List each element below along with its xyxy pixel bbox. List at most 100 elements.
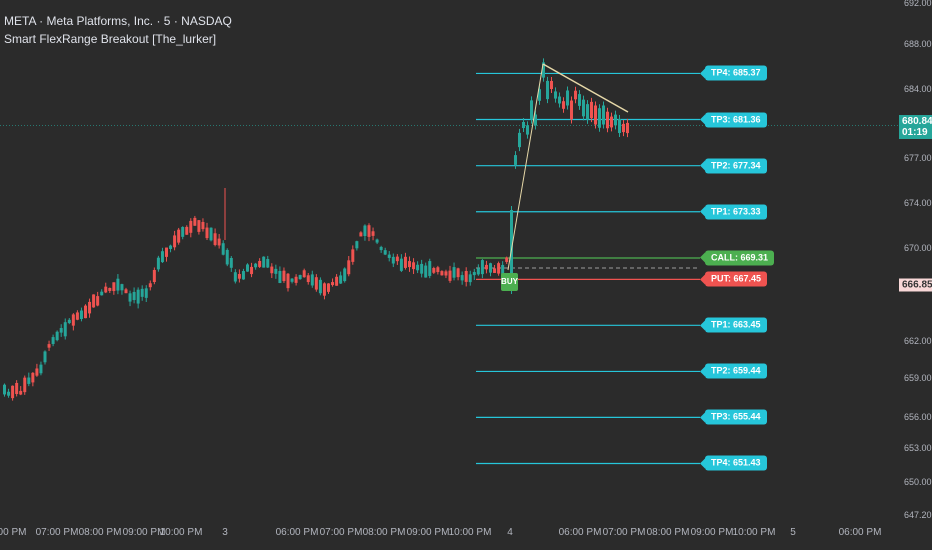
candle-body — [570, 100, 573, 120]
marker-price-badge: 666.85 — [899, 278, 932, 292]
level-label-tp: TP1: 673.33 — [705, 204, 767, 220]
candle-body — [371, 231, 375, 236]
time-tick: 09:00 PM — [406, 527, 450, 538]
price-tick: 677.00 — [904, 153, 932, 163]
candle-body — [554, 91, 557, 99]
level-label-tp: TP2: 659.44 — [705, 363, 767, 379]
time-tick: 09:00 PM — [122, 527, 166, 538]
candle-body — [460, 275, 464, 281]
candle-body — [144, 288, 148, 298]
candle-body — [582, 99, 585, 117]
candle-body — [71, 314, 75, 326]
candle-body — [578, 94, 581, 106]
price-tick: 692.00 — [904, 0, 932, 8]
level-label-call: CALL: 669.31 — [705, 250, 775, 266]
level-label-tp: TP2: 677.34 — [705, 158, 767, 174]
candle-body — [96, 296, 100, 306]
candle-body — [497, 263, 501, 274]
candle-body — [530, 100, 533, 120]
candle-body — [586, 104, 589, 120]
candle-body — [225, 249, 229, 265]
candle-body — [399, 258, 403, 271]
candle-body — [221, 243, 225, 255]
time-tick: 06:00 PM — [275, 527, 319, 538]
candle-body — [558, 96, 561, 104]
candle-body — [237, 274, 241, 279]
candle-body — [140, 288, 144, 297]
candle-body — [43, 351, 47, 363]
candle-body — [233, 272, 237, 282]
time-tick: 00 PM — [0, 527, 27, 538]
candle-body — [104, 286, 108, 293]
candle-body — [408, 261, 411, 268]
candle-body — [250, 266, 254, 275]
candle-body — [67, 319, 71, 324]
candle-body — [254, 263, 258, 268]
candle-body — [351, 249, 355, 262]
candle-body — [606, 111, 609, 129]
candle-body — [294, 276, 298, 283]
candle-body — [298, 275, 302, 280]
candle-body — [476, 268, 480, 275]
time-tick: 08:00 PM — [646, 527, 690, 538]
candle-body — [546, 80, 549, 100]
time-tick: 5 — [790, 527, 796, 538]
time-tick: 4 — [507, 527, 513, 538]
current-price-badge: 680.84 01:19 — [899, 115, 932, 139]
candle-body — [489, 263, 492, 273]
candle-body — [75, 312, 79, 320]
trend-line-down — [542, 63, 629, 113]
price-tick: 659.00 — [904, 373, 932, 383]
candle-body — [424, 265, 428, 278]
candle-body — [290, 278, 294, 282]
price-tick: 653.00 — [904, 443, 932, 453]
candle-body — [542, 62, 545, 78]
candle-body — [375, 239, 379, 243]
candle-body — [314, 277, 318, 290]
candle-body — [266, 259, 270, 268]
candle-body — [128, 293, 132, 302]
candle-body — [505, 257, 509, 262]
candle-body — [92, 294, 96, 308]
candle-body — [428, 261, 432, 276]
candle-body — [518, 132, 521, 148]
candle-body — [436, 267, 440, 273]
time-tick: 08:00 PM — [78, 527, 122, 538]
indicator-title[interactable]: Smart FlexRange Breakout [The_lurker] — [4, 32, 217, 46]
candle-body — [213, 233, 217, 245]
candle-body — [160, 251, 164, 263]
candle-body — [181, 227, 185, 237]
candle-body — [590, 101, 593, 119]
price-tick: 674.00 — [904, 198, 932, 208]
candle-body — [51, 337, 55, 344]
candle-body — [132, 291, 136, 301]
candle-body — [440, 271, 444, 276]
candle-body — [306, 275, 310, 283]
candle-body — [47, 344, 51, 348]
candle-body — [452, 267, 456, 278]
candle-body — [363, 225, 367, 236]
candle-body — [165, 247, 168, 257]
candle-body — [108, 287, 112, 291]
time-tick: 10:00 PM — [159, 527, 203, 538]
candle-body — [55, 331, 59, 341]
candle-body — [514, 155, 517, 165]
candle-body — [7, 391, 11, 396]
candle-body — [522, 121, 525, 129]
trend-line-up — [507, 63, 544, 271]
candle-body — [456, 268, 460, 278]
candle-body — [480, 260, 484, 275]
time-tick: 06:00 PM — [558, 527, 602, 538]
symbol-title[interactable]: META · Meta Platforms, Inc. · 5 · NASDAQ — [4, 14, 232, 28]
candle-body — [574, 90, 577, 100]
candle-body — [387, 254, 391, 258]
candle-body — [286, 273, 290, 289]
candle-body — [302, 270, 306, 278]
time-tick: 08:00 PM — [362, 527, 406, 538]
candle-body — [59, 328, 63, 333]
candle-body — [197, 220, 201, 232]
candle-body — [391, 256, 395, 264]
candle-body — [395, 256, 399, 262]
time-tick: 09:00 PM — [690, 527, 734, 538]
